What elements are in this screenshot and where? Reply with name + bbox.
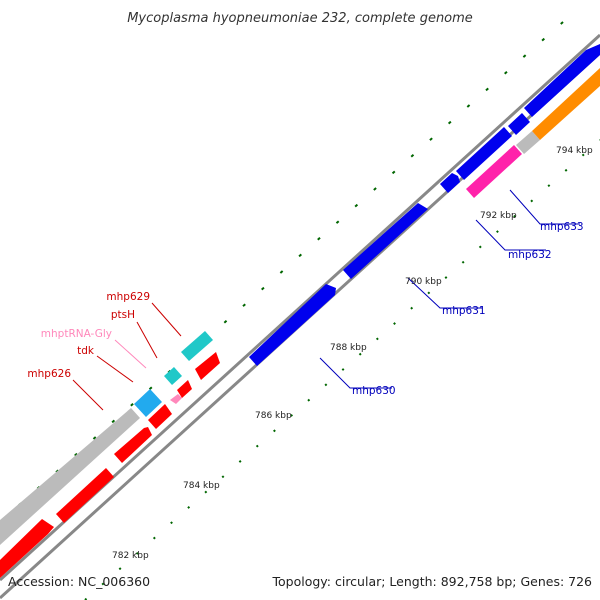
- outer-guide-dots: [0, 13, 573, 523]
- gene-features: [0, 44, 600, 578]
- gene-labels: mhp626 tdk mhptRNA-Gly ptsH mhp629 mhp63…: [27, 221, 583, 397]
- gene-mhp627-trna-blue: [134, 389, 162, 417]
- leader-mhp632: [475, 219, 546, 251]
- label-leaders: [72, 189, 580, 411]
- gene-mhp629-reverse: [195, 352, 220, 380]
- map-title: Mycoplasma hyopneumoniae 232, complete g…: [127, 11, 473, 26]
- gene-mhp626-reverse: [0, 519, 54, 578]
- gene-mhp629-forward: [181, 331, 213, 361]
- label-tdk: tdk: [77, 345, 95, 357]
- leader-tdk: [96, 355, 134, 383]
- gene-mhp626b-reverse: [56, 468, 114, 523]
- accession-text: Accession: NC_006360: [8, 574, 150, 589]
- gene-tdk-reverse: [114, 427, 152, 463]
- label-ptsH: ptsH: [111, 309, 135, 321]
- label-mhp631: mhp631: [442, 305, 486, 317]
- label-mhptRNA-Gly: mhptRNA-Gly: [41, 328, 112, 340]
- genome-summary-text: Topology: circular; Length: 892,758 bp; …: [272, 574, 593, 589]
- label-mhp630: mhp630: [352, 385, 396, 397]
- guide-dots: [0, 13, 600, 600]
- orange-feature: [532, 68, 600, 140]
- pink-feature: [466, 145, 522, 198]
- tick-label-792: 792 kbp: [480, 211, 517, 221]
- gene-mhp632b-forward: [456, 127, 512, 180]
- label-mhp629: mhp629: [106, 291, 150, 303]
- tick-label-784: 784 kbp: [183, 481, 220, 491]
- gene-mhp634-forward: [524, 44, 600, 117]
- gray-feature-right: [516, 131, 540, 154]
- tick-label-782: 782 kbp: [112, 551, 149, 561]
- gene-mhp627-reverse: [148, 404, 172, 429]
- label-mhp633: mhp633: [540, 221, 584, 233]
- gene-ptsH-reverse: [177, 380, 192, 398]
- leader-mhptRNA-Gly: [114, 339, 147, 369]
- tick-label-790: 790 kbp: [405, 277, 442, 287]
- tick-labels: 782 kbp 784 kbp 786 kbp 788 kbp 790 kbp …: [112, 146, 593, 561]
- tick-label-786: 786 kbp: [255, 411, 292, 421]
- tick-label-794: 794 kbp: [556, 146, 593, 156]
- leader-mhp630: [319, 357, 392, 389]
- gene-mhp633-forward: [508, 113, 530, 135]
- label-mhp632: mhp632: [508, 249, 552, 261]
- leader-mhp626: [72, 379, 104, 411]
- leader-mhp633: [509, 189, 580, 225]
- gray-feature-left: [0, 408, 140, 545]
- label-mhp626: mhp626: [27, 368, 71, 380]
- leader-mhp631: [407, 277, 482, 309]
- gene-mhp631-forward: [343, 203, 428, 279]
- leader-ptsH: [136, 321, 158, 359]
- gene-ptsH-forward: [164, 367, 182, 385]
- inner-guide-dots: [84, 139, 600, 600]
- tick-label-788: 788 kbp: [330, 343, 367, 353]
- leader-mhp629: [151, 302, 182, 337]
- gene-mhp632-forward: [440, 173, 460, 193]
- gene-mhptRNA-Gly: [170, 394, 182, 404]
- gene-mhp630-forward: [249, 284, 336, 366]
